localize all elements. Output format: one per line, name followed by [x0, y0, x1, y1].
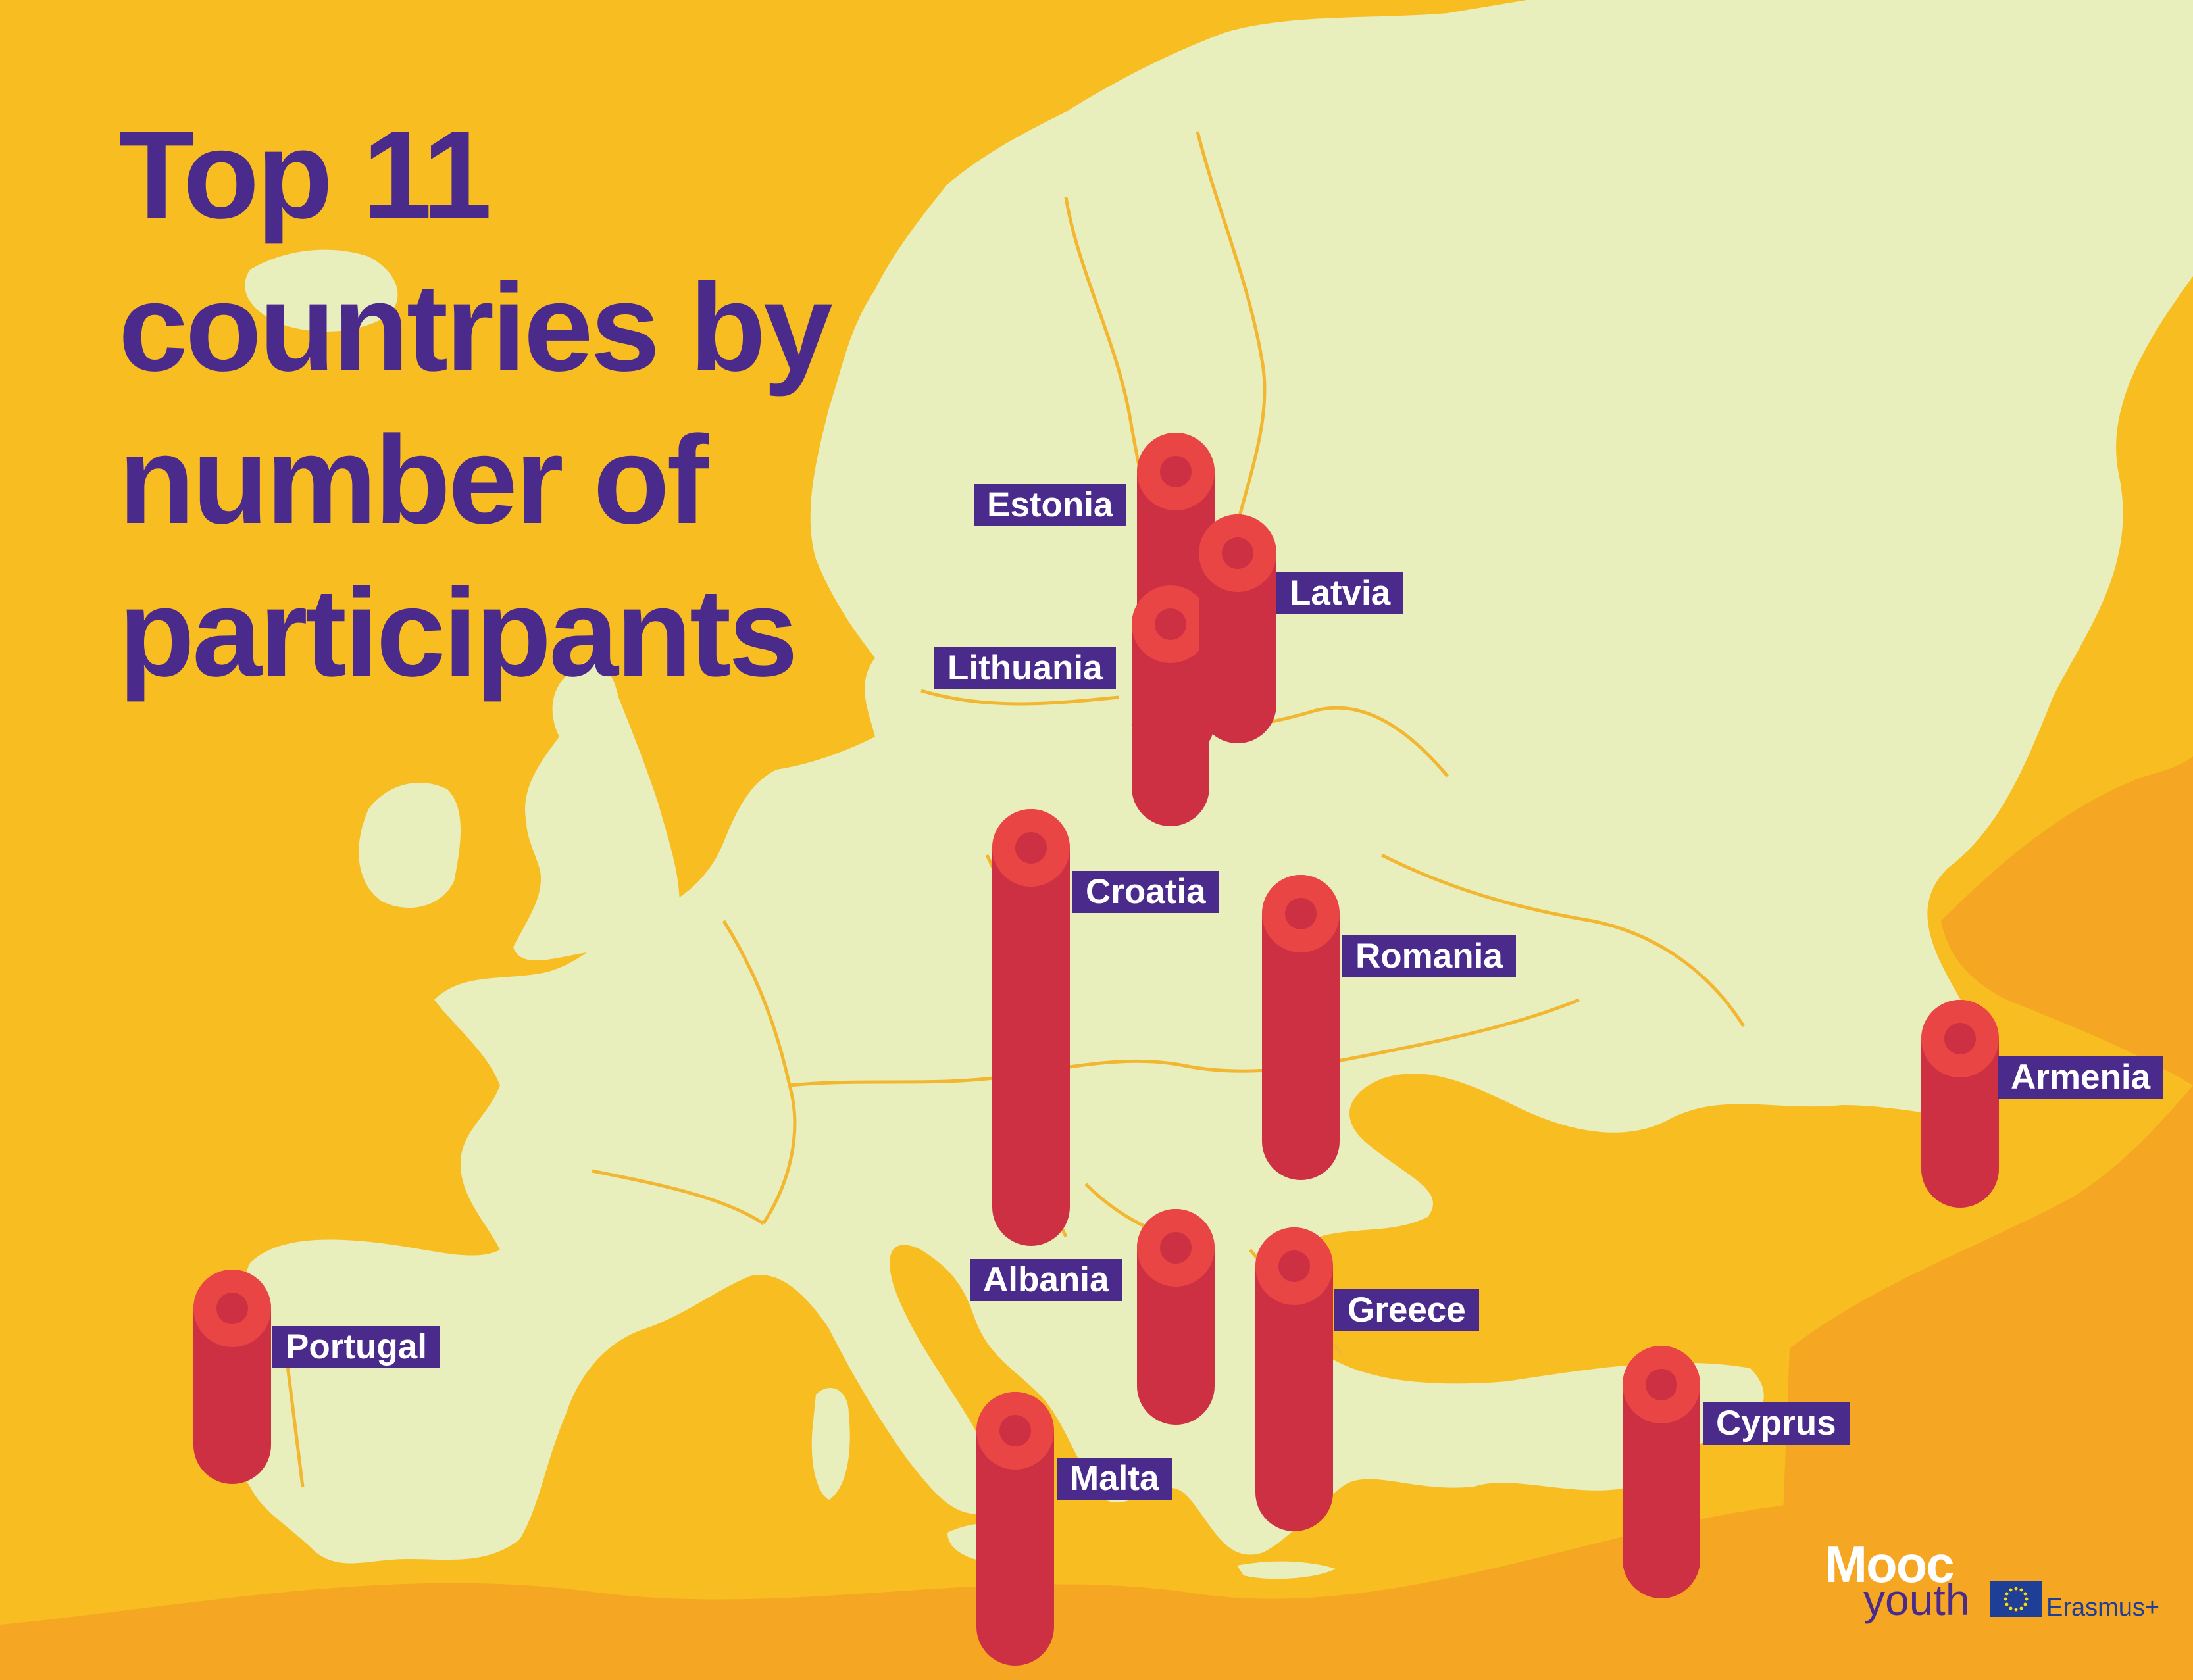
east-land [1941, 756, 2193, 1085]
eu-stars-icon [2004, 1587, 2029, 1612]
cylinder-dot [1278, 1250, 1310, 1282]
cylinder-armenia [1921, 1000, 1999, 1208]
label-armenia: Armenia [1998, 1056, 2164, 1099]
cylinder-albania [1137, 1209, 1215, 1425]
eu-flag-icon [1990, 1581, 2042, 1617]
cylinder-dot [1160, 456, 1192, 487]
label-portugal: Portugal [272, 1326, 440, 1368]
cylinder-portugal [193, 1270, 271, 1484]
cylinder-cap [1623, 1346, 1700, 1423]
cylinder-lithuania [1132, 585, 1209, 826]
label-lithuania: Lithuania [934, 647, 1116, 689]
cylinder-dot [1285, 898, 1317, 929]
crete [1237, 1561, 1336, 1579]
erasmus-logo-text: Erasmus+ [2046, 1594, 2160, 1621]
cylinder-romania [1262, 875, 1340, 1180]
iceland [245, 249, 398, 332]
cylinder-dot [1015, 832, 1047, 864]
cylinder-cap [992, 809, 1070, 887]
cylinder-cap [1132, 585, 1209, 663]
cylinder-dot [1160, 1232, 1192, 1264]
title-line: participants [118, 563, 798, 703]
title-line: Top 11 [118, 105, 492, 245]
mooc-logo: Mooc [1825, 1535, 1955, 1593]
great-britain [513, 661, 680, 960]
cylinder-dot [999, 1415, 1031, 1446]
cylinder-dot [216, 1293, 248, 1324]
cylinder-dot [1944, 1023, 1976, 1054]
cylinder-cap [1921, 1000, 1999, 1077]
label-romania: Romania [1342, 935, 1516, 977]
cylinder-cap [193, 1270, 271, 1347]
label-estonia: Estonia [974, 484, 1126, 526]
cylinder-cyprus [1623, 1346, 1700, 1598]
corsica-sardinia [811, 1388, 850, 1500]
title-line: countries by [118, 258, 833, 397]
cylinder-croatia [992, 809, 1070, 1246]
page-title: Top 11 countries by number of participan… [118, 99, 941, 709]
cylinder-cap [1137, 433, 1215, 510]
label-greece: Greece [1334, 1289, 1479, 1331]
cylinder-dot [1222, 537, 1253, 569]
cylinder-cap [1199, 514, 1276, 592]
label-malta: Malta [1057, 1458, 1172, 1500]
cylinder-dot [1646, 1369, 1677, 1400]
cylinder-cap [1137, 1209, 1215, 1287]
cylinder-cap [976, 1392, 1054, 1470]
ireland [359, 783, 461, 908]
label-latvia: Latvia [1276, 572, 1404, 614]
title-line: number of [118, 410, 709, 550]
cylinder-latvia [1199, 514, 1276, 743]
middle-east-land [1777, 1085, 2193, 1680]
cylinder-greece [1255, 1227, 1333, 1531]
cylinder-cap [1262, 875, 1340, 952]
africa-land [0, 1414, 2193, 1680]
label-cyprus: Cyprus [1703, 1402, 1850, 1445]
cylinder-cap [1255, 1227, 1333, 1305]
youth-logo-text: youth [1863, 1575, 1970, 1624]
europe-land [231, 0, 2193, 1564]
label-albania: Albania [970, 1259, 1122, 1301]
cylinder-dot [1155, 608, 1186, 640]
label-croatia: Croatia [1072, 871, 1219, 913]
cylinder-malta [976, 1392, 1054, 1666]
